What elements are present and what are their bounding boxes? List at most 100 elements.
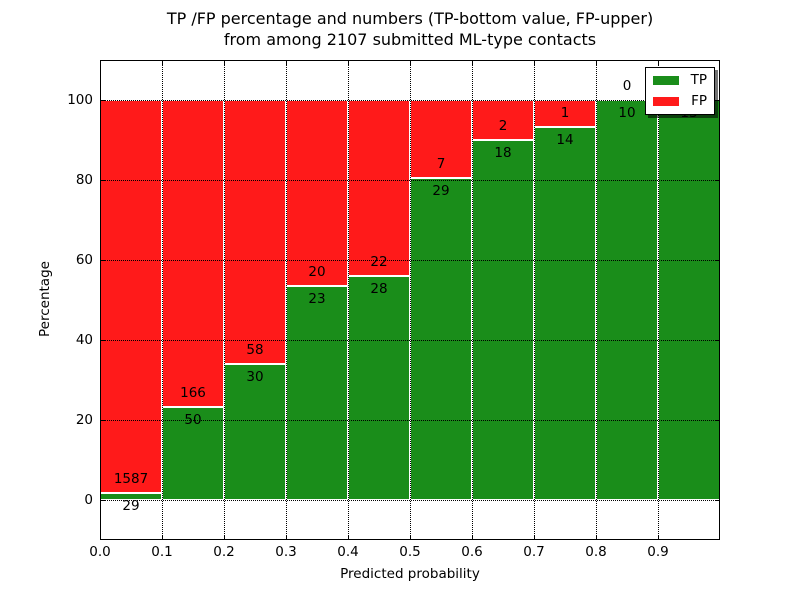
chart-title-line1: TP /FP percentage and numbers (TP-bottom… xyxy=(166,9,654,28)
x-tick-label-0.9: 0.9 xyxy=(647,544,669,560)
y-tick-label-100: 100 xyxy=(67,92,93,108)
x-tickmark-top-4 xyxy=(347,60,349,65)
y-tick-label-60: 60 xyxy=(75,252,93,268)
fp-segment-4 xyxy=(348,100,410,276)
x-tick-label-0.8: 0.8 xyxy=(585,544,607,560)
vertical-gridline-0.1 xyxy=(161,60,163,540)
vertical-gridline-0.2 xyxy=(223,60,225,540)
x-tickmark-bottom-1 xyxy=(161,535,163,540)
horizontal-gridline-40 xyxy=(100,339,720,341)
legend-label-fp: FP xyxy=(691,93,707,109)
fp-swatch-icon xyxy=(653,97,679,106)
y-tickmark-right-20 xyxy=(715,419,720,421)
tp-segment-6 xyxy=(472,140,534,500)
horizontal-gridline-100 xyxy=(100,99,720,101)
y-tickmark-right-0 xyxy=(715,499,720,501)
fp-segment-0 xyxy=(100,100,162,493)
x-tick-label-0.1: 0.1 xyxy=(151,544,173,560)
legend-item-fp: FP xyxy=(646,91,714,112)
x-tickmark-bottom-7 xyxy=(533,535,535,540)
y-tick-label-20: 20 xyxy=(75,412,93,428)
x-tickmark-top-2 xyxy=(223,60,225,65)
fp-count-label-2: 58 xyxy=(246,341,264,358)
vertical-gridline-0.9 xyxy=(657,60,659,540)
x-tickmark-top-8 xyxy=(595,60,597,65)
tp-count-label-3: 23 xyxy=(308,291,326,308)
y-tickmark-right-80 xyxy=(715,179,720,181)
x-tickmark-bottom-2 xyxy=(223,535,225,540)
x-tickmark-top-1 xyxy=(161,60,163,65)
horizontal-gridline-60 xyxy=(100,259,720,261)
x-tickmark-bottom-5 xyxy=(409,535,411,540)
tp-count-label-6: 18 xyxy=(494,145,512,161)
y-tick-label-0: 0 xyxy=(84,492,93,508)
x-tick-label-0.2: 0.2 xyxy=(213,544,235,560)
x-tickmark-bottom-4 xyxy=(347,535,349,540)
y-tickmark-right-100 xyxy=(715,99,720,101)
horizontal-gridline-80 xyxy=(100,179,720,181)
tp-segment-3 xyxy=(286,286,348,500)
tp-count-label-7: 14 xyxy=(556,131,574,148)
fp-count-label-6: 2 xyxy=(498,118,508,134)
y-tick-label-80: 80 xyxy=(75,172,93,188)
vertical-gridline-0.8 xyxy=(595,60,597,540)
fp-segment-2 xyxy=(224,100,286,364)
tp-count-label-1: 50 xyxy=(184,412,202,429)
y-tick-label-40: 40 xyxy=(75,332,93,348)
tp-count-label-0: 29 xyxy=(122,497,140,514)
tp-swatch-icon xyxy=(653,76,679,85)
x-tick-label-0.3: 0.3 xyxy=(275,544,297,560)
tp-segment-9 xyxy=(658,100,720,500)
x-tick-label-0.4: 0.4 xyxy=(337,544,359,560)
legend: TP FP xyxy=(645,67,715,115)
y-tickmark-left-20 xyxy=(100,419,105,421)
fp-segment-6 xyxy=(472,100,534,140)
tp-count-label-5: 29 xyxy=(432,182,450,199)
y-axis-label: Percentage xyxy=(37,261,53,337)
x-tickmark-bottom-9 xyxy=(657,535,659,540)
x-tickmark-top-6 xyxy=(471,60,473,65)
x-tickmark-bottom-8 xyxy=(595,535,597,540)
y-tickmark-left-0 xyxy=(100,499,105,501)
horizontal-gridline-0 xyxy=(100,499,720,501)
plot-area: 15872916650583020232228729218114010013 xyxy=(100,60,720,540)
chart-title: TP /FP percentage and numbers (TP-bottom… xyxy=(100,8,720,50)
tp-count-label-2: 30 xyxy=(246,368,264,385)
x-tick-label-0.6: 0.6 xyxy=(461,544,483,560)
x-tickmark-bottom-6 xyxy=(471,535,473,540)
tp-segment-2 xyxy=(224,363,286,500)
x-axis-label: Predicted probability xyxy=(340,566,480,582)
legend-item-tp: TP xyxy=(646,70,714,91)
x-tick-label-0.7: 0.7 xyxy=(523,544,545,560)
tp-count-label-4: 28 xyxy=(370,281,388,297)
fp-count-label-4: 22 xyxy=(370,254,388,270)
x-tickmark-bottom-3 xyxy=(285,535,287,540)
fp-segment-1 xyxy=(162,100,224,408)
fp-count-label-3: 20 xyxy=(308,264,326,281)
tp-segment-8 xyxy=(596,100,658,500)
x-tickmark-top-9 xyxy=(657,60,659,65)
vertical-gridline-0.4 xyxy=(347,60,349,540)
y-tickmark-left-80 xyxy=(100,179,105,181)
x-tickmark-top-7 xyxy=(533,60,535,65)
fp-count-label-7: 1 xyxy=(560,104,570,121)
legend-label-tp: TP xyxy=(690,72,707,88)
vertical-gridline-0.6 xyxy=(471,60,473,540)
chart-title-line2: from among 2107 submitted ML-type contac… xyxy=(223,30,597,49)
x-tick-label-0.5: 0.5 xyxy=(399,544,421,560)
tp-count-label-8: 10 xyxy=(618,105,636,121)
x-tickmark-top-3 xyxy=(285,60,287,65)
y-tickmark-right-60 xyxy=(715,259,720,261)
horizontal-gridline-20 xyxy=(100,419,720,421)
x-tickmark-top-5 xyxy=(409,60,411,65)
fp-count-label-1: 166 xyxy=(180,385,206,402)
x-tick-label-0.0: 0.0 xyxy=(89,544,111,560)
tp-segment-7 xyxy=(534,126,596,500)
y-tickmark-left-40 xyxy=(100,339,105,341)
vertical-gridline-0.7 xyxy=(533,60,535,540)
fp-count-label-8: 0 xyxy=(622,78,632,94)
y-tickmark-left-100 xyxy=(100,99,105,101)
vertical-gridline-0.3 xyxy=(285,60,287,540)
fp-count-label-0: 1587 xyxy=(113,470,149,487)
